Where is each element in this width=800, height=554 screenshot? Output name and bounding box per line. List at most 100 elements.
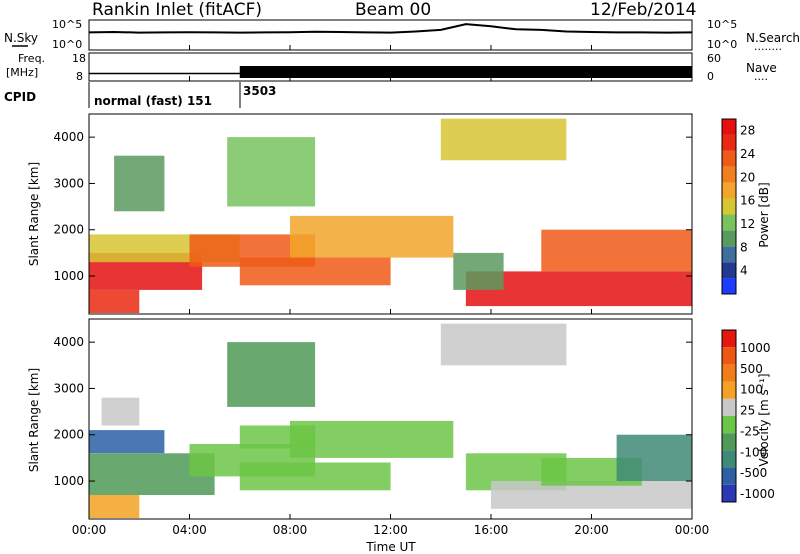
velocity-ytick-label-2: 3000 (53, 381, 84, 395)
power-colorbar-band-5 (722, 198, 736, 215)
power-colorbar-label: Power [dB] (757, 182, 771, 247)
power-colorbar-band-7 (722, 166, 736, 183)
velocity-colorbar-band-5 (722, 398, 736, 416)
power-yaxis-label: Slant Range [km] (27, 162, 41, 266)
nsearch-label: N.Search (746, 31, 800, 45)
power-colorbar-tick-3: 16 (740, 194, 755, 208)
noise-right-tick-bottom: 10^0 (707, 38, 737, 51)
velocity-colorbar-band-1 (722, 467, 736, 485)
power-colorbar-band-6 (722, 182, 736, 199)
velocity-colorbar-tick-1: 500 (740, 362, 763, 376)
velocity-colorbar-band-8 (722, 347, 736, 365)
freq-tick-top: 18 (72, 52, 86, 65)
power-region-4 (239, 257, 391, 286)
velocity-region-4 (290, 420, 454, 458)
velocity-colorbar-label: Velocity [m s⁻¹] (757, 373, 771, 466)
velocity-colorbar-tick-4: -25 (740, 424, 760, 438)
velocity-colorbar-band-3 (722, 433, 736, 451)
power-region-11 (440, 118, 567, 161)
velocity-yaxis-label: Slant Range [km] (27, 368, 41, 472)
nave-legend-dots: .... (754, 70, 768, 83)
velocity-colorbar-tick-3: 25 (740, 404, 755, 418)
xtick-label-1: 04:00 (172, 523, 207, 537)
velocity-heatmap (89, 323, 692, 518)
beam-label: Beam 00 (355, 0, 431, 20)
velocity-colorbar-band-6 (722, 381, 736, 399)
power-ytick-label-3: 4000 (53, 130, 84, 144)
nave-bar-fill (239, 66, 692, 78)
nsearch-legend-dots: ........ (754, 40, 782, 53)
power-ytick-label-1: 2000 (53, 223, 84, 237)
power-colorbar-band-10 (722, 119, 736, 135)
velocity-region-13 (440, 323, 567, 366)
velocity-region-12 (101, 397, 140, 426)
power-colorbar-band-9 (722, 134, 736, 151)
velocity-colorbar-tick-0: 1000 (740, 341, 771, 355)
nave-tick-bottom: 0 (707, 70, 714, 83)
power-colorbar-tick-0: 4 (740, 264, 748, 278)
velocity-region-11 (89, 494, 140, 518)
power-ytick-label-0: 1000 (53, 269, 84, 283)
velocity-colorbar-band-4 (722, 416, 736, 434)
power-region-10 (89, 289, 140, 313)
power-colorbar-tick-1: 8 (740, 240, 748, 254)
xtick-label-4: 16:00 (474, 523, 509, 537)
xtick-label-3: 12:00 (373, 523, 408, 537)
freq-unit-label: [MHz] (6, 66, 38, 79)
noise-right-tick-top: 10^5 (707, 18, 737, 31)
velocity-region-10 (616, 434, 692, 481)
station-title: Rankin Inlet (fitACF) (92, 0, 262, 20)
power-region-8 (541, 229, 693, 272)
power-ytick-label-2: 3000 (53, 176, 84, 190)
velocity-colorbar-tick-2: 100 (740, 383, 763, 397)
power-yticks: 1000 2000 3000 4000 (53, 130, 692, 283)
power-colorbar-band-1 (722, 262, 736, 279)
velocity-colorbar-band-7 (722, 364, 736, 382)
power-colorbar-frame (721, 118, 737, 295)
xtick-label-6: 00:00 (675, 523, 710, 537)
power-colorbar-band-0 (722, 278, 736, 294)
velocity-colorbar-tick-5: -100 (740, 445, 767, 459)
noise-left-tick-bottom: 10^0 (52, 38, 82, 51)
nsky-label: N.Sky (4, 31, 38, 45)
power-colorbar-band-8 (722, 150, 736, 167)
nsky-series (88, 23, 693, 34)
power-colorbar-tick-5: 24 (740, 147, 755, 161)
power-region-9 (453, 252, 504, 290)
power-region-2 (114, 155, 165, 212)
power-colorbar-tick-6: 28 (740, 124, 755, 138)
freq-label: Freq. (18, 52, 45, 65)
nave-tick-top: 60 (707, 52, 721, 65)
velocity-colorbar-band-0 (722, 484, 736, 502)
nsky-line (88, 23, 693, 34)
velocity-colorbar-band-2 (722, 450, 736, 468)
velocity-region-3 (239, 462, 391, 491)
velocity-colorbar-tick-7: -1000 (740, 487, 775, 501)
velocity-region-5 (239, 425, 316, 449)
power-region-6 (227, 137, 316, 207)
power-colorbar: 4 8 12 16 20 24 28 (721, 118, 755, 295)
velocity-ytick-label-1: 2000 (53, 428, 84, 442)
power-region-5 (290, 215, 454, 258)
cpid-label: CPID (4, 90, 36, 104)
freq-series (89, 66, 692, 78)
power-colorbar-tick-4: 20 (740, 170, 755, 184)
xtick-label-0: 00:00 (72, 523, 107, 537)
cpid-mode-1: normal (fast) 151 (94, 94, 212, 108)
velocity-ytick-label-3: 4000 (53, 335, 84, 349)
nave-label: Nave (746, 61, 777, 75)
power-colorbar-band-3 (722, 230, 736, 247)
freq-tick-bottom: 8 (76, 70, 83, 83)
velocity-ytick-label-0: 1000 (53, 474, 84, 488)
velocity-region-1 (89, 430, 165, 454)
velocity-colorbar-band-9 (722, 330, 736, 348)
date-label: 12/Feb/2014 (590, 0, 696, 20)
time-axis-label: Time UT (365, 540, 416, 554)
power-colorbar-tick-2: 12 (740, 217, 755, 231)
velocity-region-6 (227, 342, 316, 407)
power-colorbar-band-4 (722, 214, 736, 231)
xtick-label-2: 08:00 (273, 523, 308, 537)
velocity-yticks: 1000 2000 3000 4000 (53, 335, 692, 488)
cpid-mode-2: 3503 (243, 84, 276, 98)
